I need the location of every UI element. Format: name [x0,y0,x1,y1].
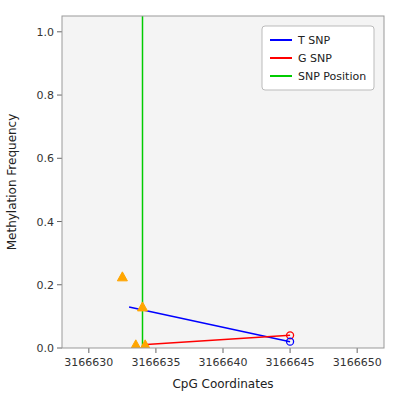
triangle-marker [140,340,150,348]
y-tick-label: 0.4 [37,216,55,229]
chart: 3166630 3166635 3166640 3166645 3166650 0.0 0.… [0,0,400,400]
plot-background [62,16,384,348]
x-tick-label: 3166630 [64,356,113,369]
x-axis-label: CpG Coordinates [172,377,273,391]
legend-label: G SNP [298,52,332,65]
x-tick [357,348,358,353]
x-tick [155,348,156,353]
vertical-line [142,16,144,348]
y-tick [57,31,62,32]
x-tick-label: 3166645 [266,356,315,369]
x-tick-label: 3166650 [333,356,382,369]
x-tick [223,348,224,353]
x-tick-label: 3166635 [131,356,180,369]
y-tick-label: 0.2 [37,279,55,292]
legend-label: T SNP [297,34,330,47]
y-tick-label: 0.0 [37,342,55,355]
y-tick-label: 0.8 [37,89,55,102]
y-tick [57,221,62,222]
x-tick-label: 3166640 [199,356,248,369]
plot-frame [62,16,384,348]
y-tick [57,95,62,96]
legend-label: SNP Position [298,70,366,83]
legend-swatch [270,57,292,59]
triangle-marker [138,302,148,311]
y-tick-label: 0.6 [37,152,55,165]
legend-swatch [270,75,292,77]
triangle-marker [117,272,127,281]
marker-layer [117,272,293,348]
y-tick [57,158,62,159]
legend-box [262,26,374,90]
y-tick [57,284,62,285]
x-tick [290,348,291,353]
series-line [143,335,291,344]
triangle-marker [131,340,141,348]
x-tick [88,348,89,353]
y-tick-label: 1.0 [37,26,55,39]
legend: T SNP G SNP SNP Position [262,26,374,90]
y-axis-label: Methylation Frequency [5,114,19,251]
legend-swatch [270,39,292,41]
y-tick [57,348,62,349]
circle-marker [287,338,294,345]
